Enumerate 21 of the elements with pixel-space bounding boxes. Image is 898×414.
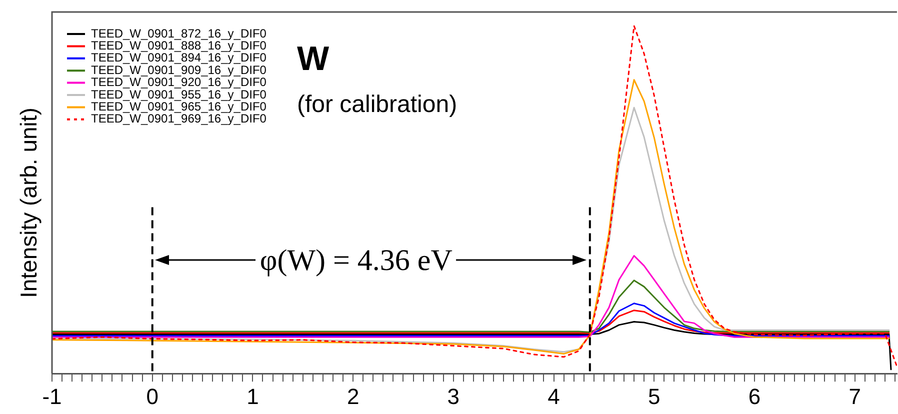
legend-label: TEED_W_0901_969_16_y_DIF0 bbox=[91, 112, 267, 126]
legend-label: TEED_W_0901_909_16_y_DIF0 bbox=[91, 62, 267, 77]
legend-label: TEED_W_0901_894_16_y_DIF0 bbox=[91, 50, 267, 65]
x-tick-label: 0 bbox=[146, 384, 158, 409]
legend-label: TEED_W_0901_965_16_y_DIF0 bbox=[91, 100, 267, 114]
legend-label: TEED_W_0901_872_16_y_DIF0 bbox=[91, 26, 267, 40]
x-tick-label: -1 bbox=[42, 384, 62, 409]
legend-label: TEED_W_0901_888_16_y_DIF0 bbox=[91, 38, 267, 53]
x-tick-label: 7 bbox=[848, 384, 861, 409]
x-tick-label: 4 bbox=[548, 384, 560, 409]
annotation: (for calibration) bbox=[297, 91, 458, 118]
x-tick-label: 5 bbox=[648, 384, 660, 409]
annotation: W bbox=[297, 40, 330, 78]
y-axis-title: Intensity (arb. unit) bbox=[15, 108, 42, 298]
legend-label: TEED_W_0901_955_16_y_DIF0 bbox=[91, 87, 267, 102]
x-tick-label: 2 bbox=[346, 384, 360, 409]
x-tick-label: 1 bbox=[246, 384, 259, 409]
annotation: φ(W) = 4.36 eV bbox=[260, 244, 453, 277]
legend-label: TEED_W_0901_920_16_y_DIF0 bbox=[91, 75, 267, 90]
x-tick-label: 6 bbox=[748, 384, 761, 409]
x-tick-label: 3 bbox=[447, 384, 460, 409]
